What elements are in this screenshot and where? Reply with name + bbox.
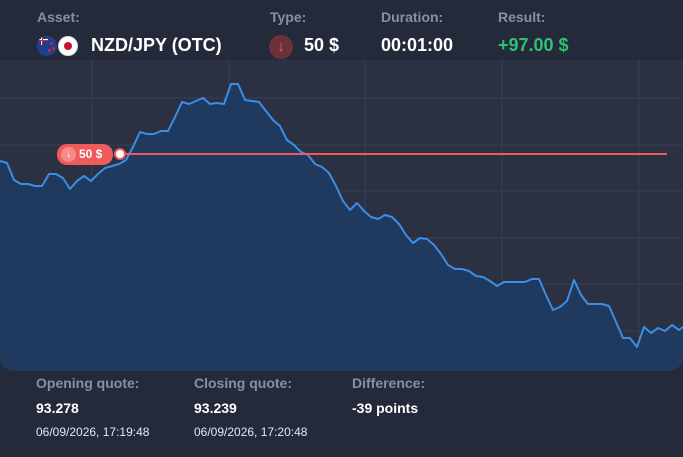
- opening-quote-label: Opening quote:: [36, 375, 140, 391]
- new-zealand-flag-icon: [37, 36, 57, 56]
- trade-entry-point: [114, 148, 126, 160]
- trade-marker-amount: 50 $: [79, 147, 103, 161]
- asset-name: NZD/JPY (OTC): [91, 35, 222, 55]
- difference-value: -39 points: [352, 400, 419, 416]
- closing-quote-time: 06/09/2026, 17:20:48: [194, 425, 308, 439]
- japan-flag-icon: [58, 36, 78, 56]
- price-line: [0, 83, 683, 348]
- asset-label: Asset:: [37, 9, 80, 25]
- difference-label: Difference:: [352, 375, 426, 391]
- trade-amount: 50 $: [304, 35, 340, 55]
- result-label: Result:: [498, 9, 546, 25]
- result-value: +97.00 $: [498, 35, 569, 55]
- price-chart: [0, 60, 683, 371]
- type-label: Type:: [270, 9, 307, 25]
- arrow-down-icon: ↓: [269, 35, 293, 59]
- duration-value: 00:01:00: [381, 35, 454, 55]
- trade-marker-badge: ↓ 50 $: [57, 144, 113, 165]
- currency-flags: [37, 36, 81, 58]
- duration-label: Duration:: [381, 9, 444, 25]
- arrow-down-icon: ↓: [61, 147, 76, 162]
- trade-summary-header: Asset: NZD/JPY (OTC) Type: ↓ 50 $ Durati…: [0, 0, 683, 62]
- closing-quote-label: Closing quote:: [194, 375, 292, 391]
- closing-quote-value: 93.239: [194, 400, 237, 416]
- opening-quote-time: 06/09/2026, 17:19:48: [36, 425, 150, 439]
- trade-details-footer: Opening quote: 93.278 06/09/2026, 17:19:…: [0, 372, 683, 457]
- price-area: [0, 84, 683, 371]
- opening-quote-value: 93.278: [36, 400, 79, 416]
